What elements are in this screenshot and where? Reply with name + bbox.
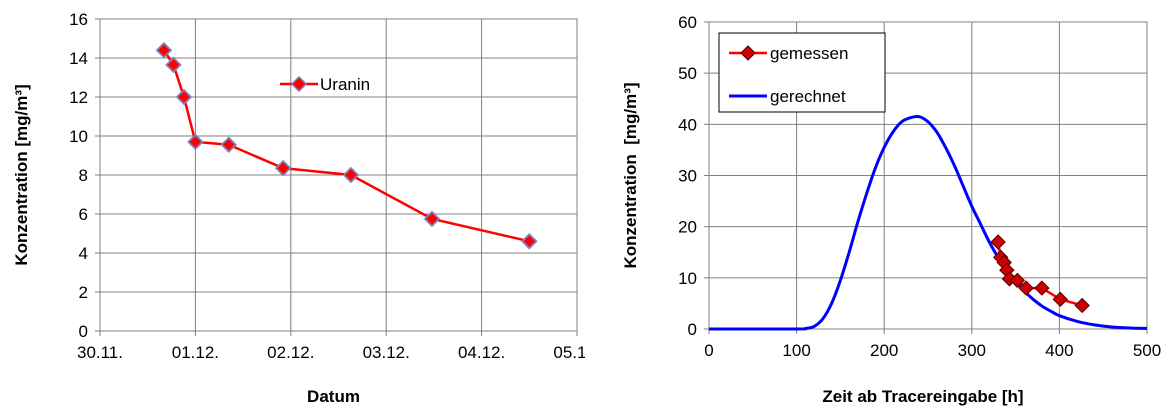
data-point — [423, 210, 441, 228]
x-tick-label: 03.12. — [363, 343, 410, 362]
data-point — [175, 88, 193, 106]
y-tick-label: 16 — [69, 10, 88, 29]
data-point — [1009, 272, 1026, 289]
uranin-chart: 0 2 4 6 8 10 12 14 16 30.11. 01.12. 02.12. 03.12. 04.… — [12, 10, 585, 406]
tracer-chart: 0 10 20 30 40 50 60 0 100 200 300 400 500 Zeit ab Tr… — [621, 13, 1161, 406]
y-tick-label: 60 — [678, 13, 697, 32]
y-tick-label: 14 — [69, 49, 88, 68]
legend-box — [718, 32, 886, 113]
data-point — [342, 166, 360, 184]
x-tick-label: 400 — [1045, 341, 1073, 360]
data-point — [165, 56, 182, 74]
data-point — [990, 234, 1006, 250]
y-tick-label: 0 — [688, 320, 697, 339]
x-tick-label: 100 — [782, 341, 810, 360]
data-point — [220, 136, 238, 154]
x-tick-label: 300 — [958, 341, 986, 360]
x-axis-title: Zeit ab Tracereingabe [h] — [822, 387, 1023, 406]
x-tick-label: 01.12. — [172, 343, 219, 362]
y-tick-label: 12 — [69, 88, 88, 107]
y-tick-label: 50 — [678, 64, 697, 83]
legend: gemessen gerechnet — [718, 32, 886, 113]
y-axis-title: Konzentration [mg/m³] — [621, 82, 640, 268]
y-tick-label: 20 — [678, 218, 697, 237]
x-tick-label: 200 — [870, 341, 898, 360]
series-gerechnet — [708, 114, 1148, 331]
y-tick-label: 6 — [79, 205, 88, 224]
y-tick-label: 10 — [69, 127, 88, 146]
y-tick-label: 10 — [678, 269, 697, 288]
series-line-gerechnet — [708, 114, 1148, 331]
data-point — [521, 233, 538, 250]
y-tick-label: 0 — [79, 322, 88, 341]
x-axis-title: Datum — [307, 387, 360, 406]
y-tick-label: 40 — [678, 115, 697, 134]
legend: Uranin — [280, 75, 370, 94]
x-tick-label: 05.12. — [553, 343, 585, 362]
legend-label-gerechnet: gerechnet — [770, 87, 846, 106]
tick-labels: 0 2 4 6 8 10 12 14 16 30.11. 01.12. 02.12. 03.12. 04.… — [69, 10, 585, 362]
y-tick-label: 30 — [678, 167, 697, 186]
legend-label-gemessen: gemessen — [770, 44, 848, 63]
legend-marker-gemessen — [740, 45, 756, 61]
data-point — [1034, 280, 1050, 296]
data-point — [187, 133, 204, 151]
data-point — [155, 41, 173, 59]
x-tick-label: 0 — [704, 341, 713, 360]
tick-labels: 0 10 20 30 40 50 60 0 100 200 300 400 500 — [678, 13, 1161, 360]
legend-marker-uranin — [290, 75, 308, 93]
data-point — [1052, 291, 1068, 308]
x-tick-label: 04.12. — [458, 343, 505, 362]
x-tick-label: 500 — [1133, 341, 1161, 360]
series-uranin — [155, 41, 538, 250]
legend-label-uranin: Uranin — [320, 75, 370, 94]
y-tick-label: 4 — [79, 244, 88, 263]
y-axis-title: Konzentration [mg/m³] — [12, 84, 31, 265]
y-tick-label: 8 — [79, 166, 88, 185]
x-tick-label: 02.12. — [267, 343, 314, 362]
data-point — [274, 159, 292, 177]
plot-area-frame — [99, 18, 578, 332]
series-gemessen — [990, 234, 1090, 314]
data-point — [1074, 297, 1090, 314]
data-point — [1018, 280, 1034, 296]
x-tick-label: 30.11. — [77, 343, 123, 362]
plot-area-frame — [708, 21, 1148, 330]
y-tick-label: 2 — [79, 283, 88, 302]
